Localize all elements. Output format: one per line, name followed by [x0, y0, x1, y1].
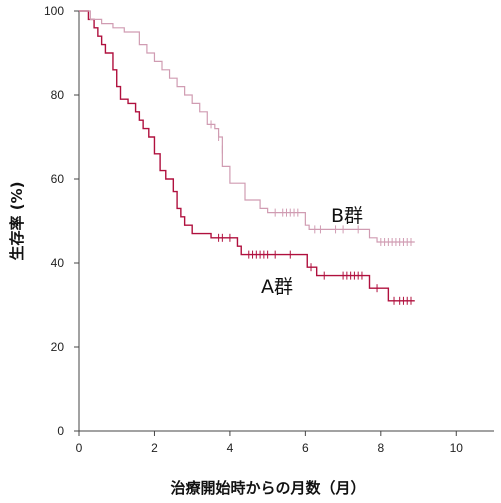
- x-tick-label: 10: [450, 441, 464, 455]
- y-tick-label: 0: [57, 424, 64, 438]
- x-tick-label: 0: [76, 441, 83, 455]
- x-tick-label: 2: [151, 441, 158, 455]
- series-a: [79, 10, 415, 305]
- survival-curve: [79, 10, 415, 243]
- series-label-b: B群: [331, 205, 363, 227]
- x-axis-title: 治療開始時からの月数（月）: [170, 479, 365, 497]
- series-layer: [79, 10, 415, 305]
- x-tick-label: 6: [302, 441, 309, 455]
- y-tick-label: 40: [51, 256, 65, 270]
- series-label-a: A群: [261, 276, 293, 298]
- x-tick-label: 4: [227, 441, 234, 455]
- survival-curve: [79, 10, 415, 302]
- y-tick-label: 60: [51, 172, 65, 186]
- series-b: [79, 10, 415, 246]
- y-axis-title: 生存率 (%): [8, 182, 26, 261]
- y-tick-label: 100: [44, 4, 64, 18]
- x-tick-label: 8: [377, 441, 384, 455]
- axes: [78, 11, 494, 432]
- y-tick-label: 20: [51, 340, 65, 354]
- y-tick-label: 80: [51, 88, 65, 102]
